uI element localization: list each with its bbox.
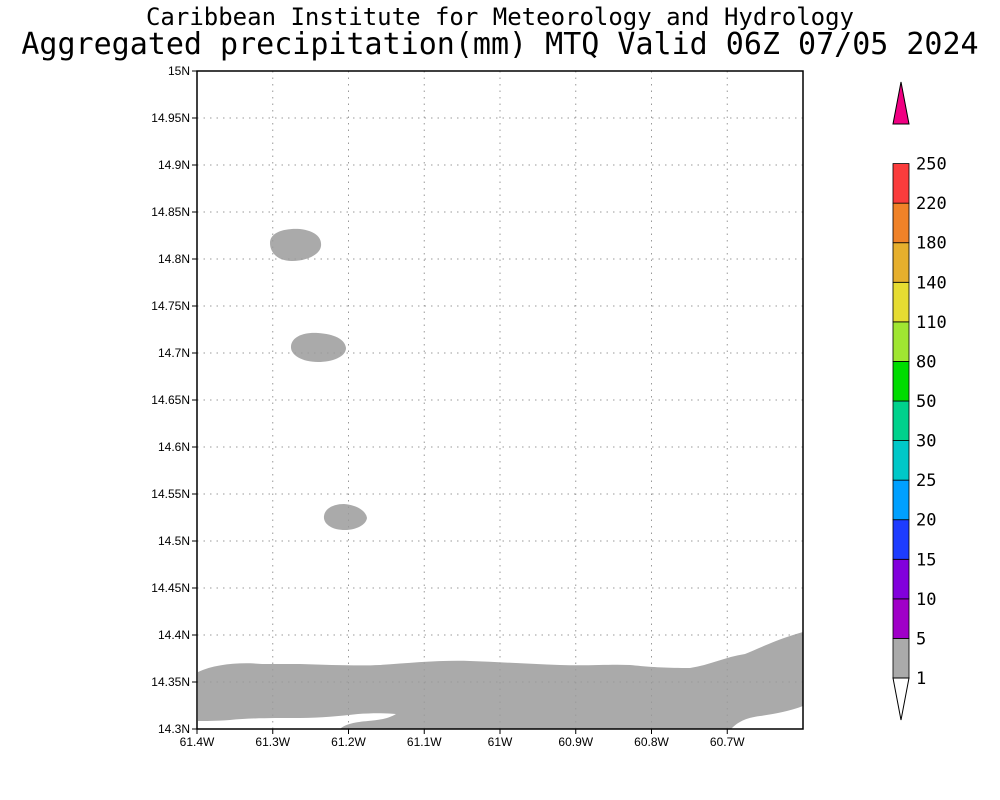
colorbar-label: 20 [916,511,936,531]
lat-tick-label: 14.3N [158,722,190,736]
lat-tick-label: 14.8N [158,252,190,266]
lon-tick-label: 60.8W [634,735,669,749]
lon-tick-label: 60.9W [558,735,593,749]
lat-tick-label: 14.6N [158,440,190,454]
colorbar-segment [892,321,910,362]
lat-tick-label: 14.7N [158,346,190,360]
colorbar-label: 5 [916,629,926,649]
latitude-axis: 15N 14.95N 14.9N 14.85N 14.8N 14.75N 14.7N 14.6… [151,64,197,736]
colorbar-segment [892,638,910,679]
lat-tick-label: 14.65N [151,393,190,407]
lat-tick-label: 14.4N [158,628,190,642]
precip-blob-middle [290,332,346,362]
colorbar-segment [892,202,910,244]
lon-tick-label: 61W [488,735,513,749]
lat-tick-label: 14.45N [151,581,190,595]
longitude-axis: 61.4W 61.3W 61.2W 61.1W 61W 60.9W 60.8W 60.7W [180,729,745,749]
precip-blob-south [323,504,367,530]
lat-tick-label: 14.75N [151,299,190,313]
colorbar-label: 110 [916,313,947,333]
title-product: Aggregated precipitation(mm) MTQ Valid 0… [21,27,979,62]
lon-tick-label: 61.1W [407,735,442,749]
map-plot-area: 15N 14.95N 14.9N 14.85N 14.8N 14.75N 14.7N 14.6… [151,64,804,749]
title-institute: Caribbean Institute for Meteorology and … [145,3,854,31]
lon-tick-label: 61.4W [180,735,215,749]
colorbar-label: 140 [916,273,947,293]
colorbar-label: 30 [916,432,936,452]
colorbar-segment [892,163,910,204]
lon-tick-label: 60.7W [710,735,745,749]
lat-tick-label: 14.9N [158,158,190,172]
colorbar-label: 50 [916,392,936,412]
colorbar-segment [892,242,910,283]
colorbar-label: 10 [916,590,936,610]
colorbar-segment [892,598,910,639]
colorbar-segment [892,400,910,441]
lon-tick-label: 61.2W [331,735,366,749]
colorbar-upper-arrow [892,81,910,125]
colorbar-label: 25 [916,471,936,491]
precip-blob-north [270,228,322,261]
colorbar-segment [892,361,910,402]
colorbar-segment [892,558,910,600]
colorbar-label: 1 [916,669,926,689]
colorbar-label: 15 [916,550,936,570]
map-grid [197,71,803,729]
lat-tick-label: 15N [168,64,190,78]
lat-tick-label: 14.5N [158,534,190,548]
colorbar-segment [892,440,910,481]
precipitation-areas [198,228,803,729]
colorbar-lower-arrow [892,677,910,721]
precip-band-south [198,632,803,729]
lat-tick-label: 14.95N [151,111,190,125]
lon-tick-label: 61.3W [255,735,290,749]
lat-tick-label: 14.35N [151,675,190,689]
colorbar-label: 180 [916,234,947,254]
colorbar-segment [892,281,910,323]
colorbar-label: 80 [916,352,936,372]
colorbar-segment [892,519,910,560]
colorbar-label: 220 [916,194,947,214]
lat-tick-label: 14.55N [151,487,190,501]
lat-tick-label: 14.85N [151,205,190,219]
colorbar-label: 250 [916,155,947,175]
colorbar-segment [892,479,910,521]
